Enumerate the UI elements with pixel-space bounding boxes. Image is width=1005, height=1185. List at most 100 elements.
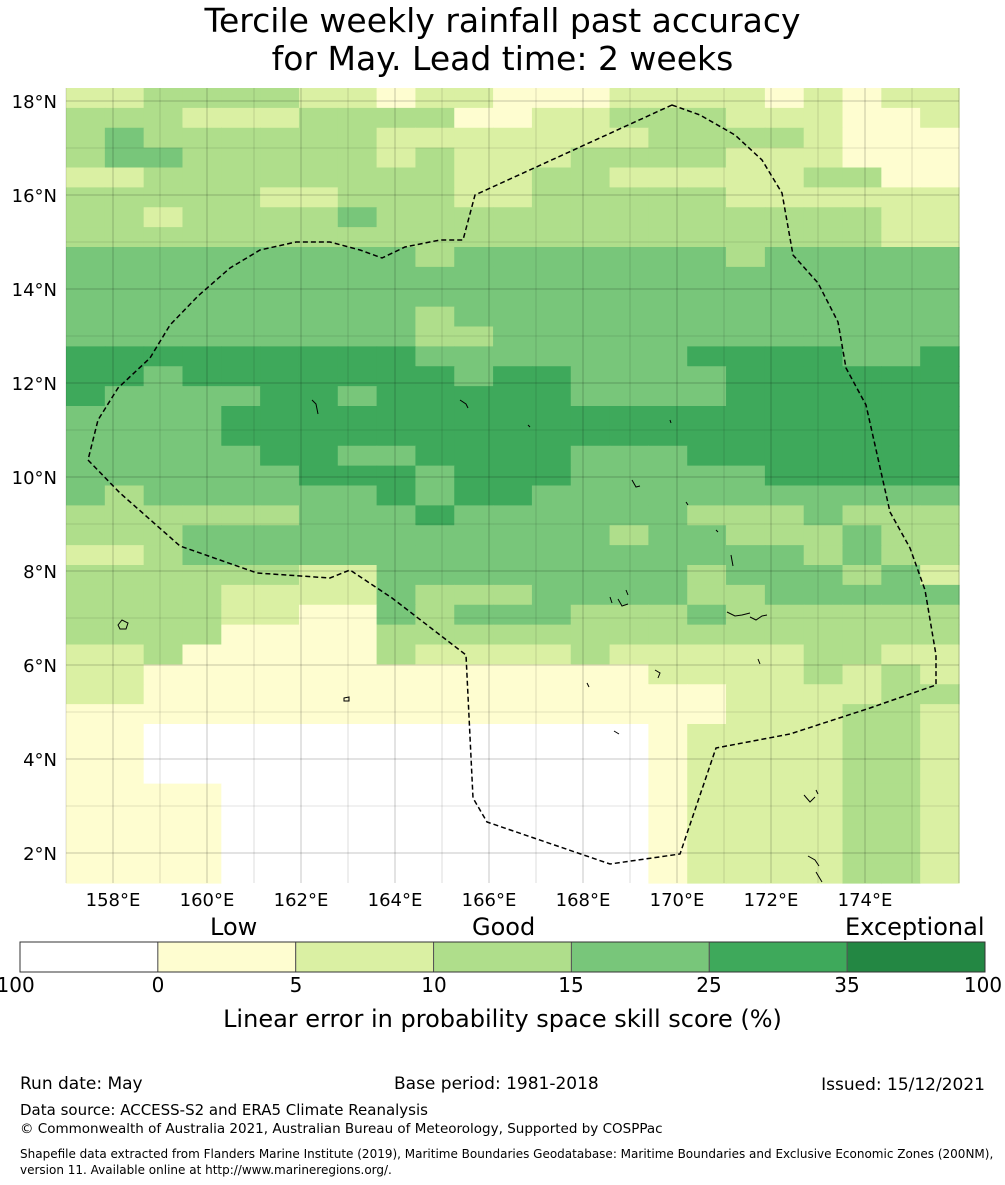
skill-cell: [531, 107, 572, 129]
skill-cell: [920, 326, 960, 347]
skill-cell: [570, 88, 611, 109]
skill-cell: [376, 366, 417, 387]
skill-cell: [803, 823, 844, 844]
colorbar-tick: -100: [0, 973, 35, 997]
skill-cell: [687, 485, 727, 506]
skill-cell: [648, 326, 688, 347]
skill-cell: [493, 306, 533, 328]
skill-cell: [570, 306, 611, 328]
skill-cell: [609, 465, 649, 487]
skill-cell: [764, 147, 805, 169]
latitude-label: 14°N: [12, 280, 57, 301]
skill-cell: [337, 783, 378, 805]
skill-cell: [726, 227, 766, 248]
skill-cell: [143, 505, 184, 526]
data-source: Data source: ACCESS-S2 and ERA5 Climate …: [20, 1101, 428, 1119]
skill-cell: [842, 247, 882, 268]
skill-cell: [920, 266, 960, 288]
skill-cell: [570, 743, 611, 765]
skill-cell: [881, 187, 921, 208]
skill-cell: [493, 584, 533, 606]
skill-cell: [531, 743, 572, 765]
skill-cell: [298, 565, 339, 586]
skill-cell: [842, 724, 882, 745]
skill-cell: [221, 167, 261, 188]
skill-cell: [764, 545, 805, 566]
skill-cell: [493, 763, 533, 785]
skill-cell: [298, 127, 339, 149]
skill-cell: [726, 127, 766, 149]
colorbar-tick: 100: [963, 973, 1003, 997]
skill-cell: [104, 565, 145, 586]
skill-cell: [570, 525, 611, 546]
skill-cell: [493, 247, 533, 268]
skill-cell: [803, 485, 844, 506]
skill-cell: [687, 545, 727, 566]
skill-cell: [570, 227, 611, 248]
skill-cell: [221, 88, 261, 109]
skill-cell: [104, 684, 145, 705]
longitude-labels: 158°E 160°E 162°E 164°E 166°E 168°E 170°E 172°E…: [86, 890, 893, 911]
skill-cell: [104, 187, 145, 208]
skill-cell: [104, 863, 145, 884]
skill-cell: [493, 286, 533, 308]
skill-cell: [260, 644, 300, 665]
skill-cell: [221, 425, 261, 447]
skill-cell: [920, 227, 960, 248]
skill-cell: [803, 505, 844, 526]
skill-cell: [842, 187, 882, 208]
skill-cell: [531, 227, 572, 248]
skill-cell: [221, 664, 261, 685]
skill-cell: [842, 286, 882, 308]
skill-cell: [764, 406, 805, 427]
skill-cell: [687, 247, 727, 268]
skill-cell: [454, 127, 494, 149]
skill-cell: [609, 863, 649, 884]
skill-cell: [493, 843, 533, 864]
skill-cell: [570, 684, 611, 705]
skill-cell: [687, 743, 727, 765]
skill-cell: [570, 445, 611, 467]
skill-cell: [648, 684, 688, 705]
skill-cell: [803, 247, 844, 268]
skill-cell: [66, 127, 106, 149]
skill-cell: [493, 664, 533, 685]
skill-cell: [260, 406, 300, 427]
skill-cell: [376, 445, 417, 467]
skill-cell: [376, 326, 417, 347]
skill-cell: [66, 624, 106, 646]
skill-cell: [376, 783, 417, 805]
skill-cell: [493, 803, 533, 824]
skill-cell: [920, 724, 960, 745]
skill-cell: [881, 565, 921, 586]
skill-cell: [764, 863, 805, 884]
skill-cell: [104, 803, 145, 824]
skill-cell: [221, 644, 261, 665]
skill-cell: [531, 763, 572, 785]
skill-cell: [298, 803, 339, 824]
skill-cell: [881, 763, 921, 785]
skill-cell: [182, 604, 222, 626]
skill-cell: [143, 584, 184, 606]
skill-cell: [920, 843, 960, 864]
skill-cell: [415, 704, 455, 725]
skill-cell: [609, 545, 649, 566]
skill-cell: [104, 366, 145, 387]
skill-cell: [609, 704, 649, 725]
skill-cell: [648, 803, 688, 824]
skill-cell: [337, 724, 378, 745]
skill-cell: [260, 664, 300, 685]
run-date: Run date: May: [20, 1074, 143, 1094]
skill-cell: [726, 823, 766, 844]
skill-cell: [609, 803, 649, 824]
skill-cell: [337, 227, 378, 248]
skill-cell: [337, 863, 378, 884]
skill-cell: [143, 684, 184, 705]
skill-cell: [570, 266, 611, 288]
skill-cell: [803, 127, 844, 149]
latitude-label: 2°N: [23, 844, 57, 865]
issued-date: Issued: 15/12/2021: [821, 1075, 985, 1095]
skill-cell: [260, 505, 300, 526]
skill-cell: [531, 306, 572, 328]
skill-cell: [376, 624, 417, 646]
